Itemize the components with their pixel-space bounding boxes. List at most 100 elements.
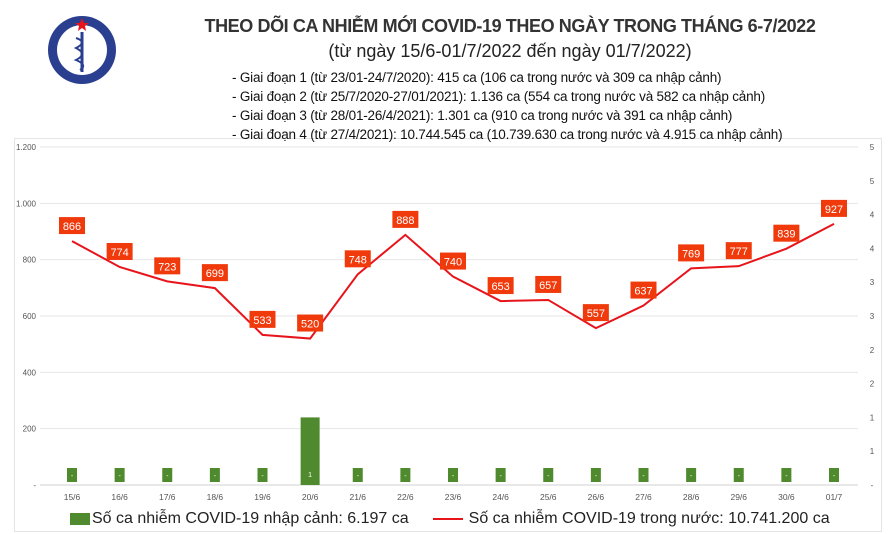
import-bar [209, 468, 220, 482]
x-axis-tick: 16/6 [111, 492, 128, 502]
left-axis-tick: 1.000 [16, 199, 37, 208]
domestic-label-box [392, 210, 419, 228]
legend-swatch-import [70, 513, 90, 525]
right-axis-tick: 3 [870, 312, 875, 321]
right-axis-tick: 4 [870, 244, 875, 253]
legend: Số ca nhiễm COVID-19 nhập cảnh: 6.197 ca… [70, 510, 830, 528]
domestic-label-box [725, 242, 752, 260]
x-axis-tick: 23/6 [445, 492, 462, 502]
note-phase-4: - Giai đoạn 4 (từ 27/4/2021): 10.744.545… [232, 127, 783, 142]
domestic-label-box [297, 314, 324, 332]
x-axis-tick: 25/6 [540, 492, 557, 502]
note-phase-2: - Giai đoạn 2 (từ 25/7/2020-27/01/2021):… [232, 89, 765, 104]
domestic-data-label: 520 [301, 319, 319, 331]
note-phase-3: - Giai đoạn 3 (từ 28/01-26/4/2021): 1.30… [232, 108, 733, 123]
import-bar-label: - [738, 473, 741, 480]
ministry-logo [48, 16, 116, 84]
x-axis-tick: 01/7 [826, 492, 843, 502]
x-axis-tick: 20/6 [302, 492, 319, 502]
domestic-data-label: 777 [730, 246, 748, 258]
chart-title: THEO DÕI CA NHIỄM MỚI COVID-19 THEO NGÀY… [204, 16, 816, 36]
domestic-label-box [773, 224, 800, 242]
domestic-data-label: 723 [158, 261, 176, 273]
domestic-label-box [249, 310, 276, 328]
domestic-data-label: 774 [110, 247, 128, 259]
x-axis-tick: 24/6 [492, 492, 509, 502]
domestic-data-label: 927 [825, 204, 843, 216]
domestic-data-label: 637 [634, 286, 652, 298]
import-bar [686, 468, 697, 482]
import-bar [543, 468, 554, 482]
import-bar-label: - [642, 473, 645, 480]
import-bar-label: - [547, 473, 550, 480]
domestic-label-box [678, 244, 705, 262]
domestic-data-label: 657 [539, 280, 557, 292]
import-bar-label: - [785, 473, 788, 480]
chart-frame [14, 138, 882, 532]
note-phase-1: - Giai đoạn 1 (từ 23/01-24/7/2020): 415 … [232, 70, 722, 85]
domestic-label-box [487, 277, 514, 295]
domestic-data-label: 557 [587, 308, 605, 320]
domestic-data-label: 888 [396, 215, 414, 227]
import-bar-label: - [357, 473, 360, 480]
import-bar [400, 468, 411, 482]
right-axis-tick: 4 [870, 211, 875, 220]
import-bar-label: 1 [308, 472, 312, 479]
domestic-data-label: 769 [682, 248, 700, 260]
left-axis-tick: - [33, 481, 36, 490]
x-axis-tick: 15/6 [64, 492, 81, 502]
import-bar [352, 468, 363, 482]
domestic-label-box [821, 199, 847, 217]
domestic-line [71, 223, 835, 340]
right-axis-tick: 2 [870, 380, 875, 389]
import-bar [162, 468, 173, 482]
import-bar [829, 468, 839, 482]
domestic-data-label: 533 [253, 315, 271, 327]
import-bar-label: - [71, 473, 74, 480]
chart-subtitle: (từ ngày 15/6-01/7/2022 đến ngày 01/7/20… [328, 41, 692, 61]
import-bar [300, 417, 320, 485]
right-axis-tick: 1 [870, 447, 875, 456]
right-axis-tick: 1 [870, 413, 875, 422]
domestic-label-box [440, 252, 466, 270]
domestic-data-label: 866 [63, 221, 81, 233]
import-bar-label: - [833, 473, 836, 480]
domestic-label-box [106, 242, 133, 260]
import-bar-label: - [595, 473, 598, 480]
domestic-label-box [201, 264, 228, 282]
left-axis-tick: 200 [23, 425, 37, 434]
import-bar-label: - [214, 473, 217, 480]
import-bar [638, 468, 649, 482]
domestic-data-label: 653 [491, 281, 509, 293]
import-bar-label: - [166, 473, 169, 480]
import-bar-label: - [404, 473, 407, 480]
x-axis-tick: 27/6 [635, 492, 652, 502]
import-bar-label: - [261, 473, 264, 480]
domestic-label-box [630, 281, 657, 299]
domestic-data-label: 699 [206, 268, 224, 280]
import-bar [733, 468, 744, 482]
domestic-label-box [59, 217, 85, 235]
import-bar [781, 468, 792, 482]
left-axis-tick: 1.200 [16, 143, 37, 152]
x-axis-tick: 29/6 [730, 492, 747, 502]
domestic-label-box [535, 275, 562, 293]
import-bar [495, 468, 506, 482]
domestic-data-label: 740 [444, 257, 462, 269]
x-axis-tick: 18/6 [207, 492, 224, 502]
x-axis-tick: 26/6 [588, 492, 605, 502]
left-axis-tick: 800 [23, 256, 37, 265]
domestic-label-box [154, 257, 181, 275]
right-axis-tick: 5 [870, 177, 875, 186]
right-axis-tick: 5 [870, 143, 875, 152]
x-axis-tick: 21/6 [349, 492, 366, 502]
left-axis-tick: 400 [23, 368, 37, 377]
domestic-data-label: 839 [777, 229, 795, 241]
domestic-label-box [582, 304, 609, 322]
legend-label-domestic: Số ca nhiễm COVID-19 trong nước: 10.741.… [468, 510, 830, 527]
x-axis-tick: 19/6 [254, 492, 271, 502]
right-axis-tick: 2 [870, 346, 875, 355]
import-bar-label: - [452, 473, 455, 480]
legend-swatch-domestic [432, 518, 463, 520]
